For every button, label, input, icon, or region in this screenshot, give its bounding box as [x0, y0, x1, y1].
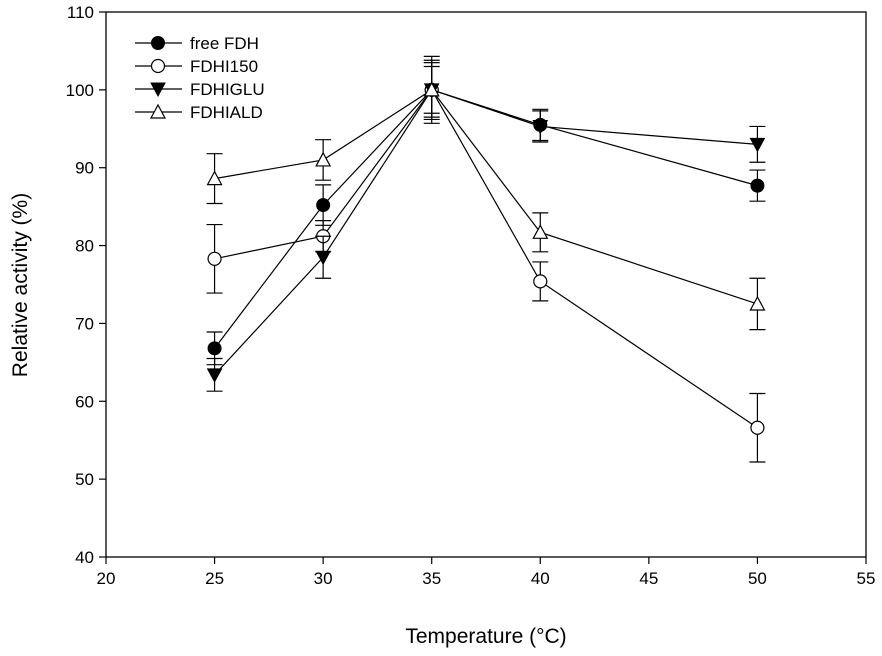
data-point — [206, 170, 223, 186]
legend-item: FDHI150 — [135, 57, 258, 76]
x-tick-label: 50 — [748, 569, 767, 588]
x-axis-title: Temperature (°C) — [405, 625, 566, 648]
y-tick-label: 90 — [75, 159, 94, 178]
data-point — [207, 341, 222, 356]
legend-item: FDHIALD — [135, 103, 263, 122]
legend-marker — [149, 103, 167, 119]
legend-label: FDHIALD — [190, 103, 263, 122]
data-point — [750, 178, 765, 193]
data-point — [750, 420, 765, 435]
legend-item: free FDH — [135, 34, 259, 53]
y-tick-label: 70 — [75, 314, 94, 333]
data-point — [532, 224, 549, 239]
series-fdhi150 — [206, 62, 766, 463]
data-point — [315, 151, 332, 167]
data-point — [532, 119, 549, 135]
legend-marker — [150, 82, 166, 98]
x-tick-label: 20 — [97, 569, 116, 588]
data-point — [206, 368, 223, 383]
series-line — [214, 89, 758, 349]
y-tick-label: 40 — [75, 548, 94, 567]
series-free-fdh — [206, 55, 766, 366]
legend-label: FDHI150 — [190, 57, 258, 76]
x-tick-label: 35 — [422, 569, 441, 588]
data-point — [207, 251, 222, 266]
y-tick-label: 80 — [75, 237, 94, 256]
legend-marker — [151, 36, 165, 50]
data-point — [315, 250, 331, 266]
data-point — [423, 81, 440, 97]
series-line — [214, 89, 758, 376]
data-point — [316, 198, 331, 213]
y-tick-label: 50 — [75, 470, 94, 489]
data-point — [533, 274, 548, 289]
x-tick-label: 45 — [639, 569, 658, 588]
series-fdhiglu — [206, 65, 766, 392]
series-line — [214, 89, 758, 305]
legend-label: FDHIGLU — [190, 80, 265, 99]
data-point — [749, 137, 766, 153]
x-tick-label: 55 — [857, 569, 876, 588]
legend-marker — [150, 58, 166, 74]
y-tick-label: 60 — [75, 392, 94, 411]
y-axis-title: Relative activity (%) — [9, 193, 32, 377]
y-tick-label: 100 — [66, 81, 94, 100]
data-point — [749, 295, 766, 311]
series-fdhiald — [206, 59, 766, 331]
plot-frame — [105, 11, 867, 558]
x-tick-label: 40 — [531, 569, 550, 588]
legend-label: free FDH — [190, 34, 259, 53]
x-tick-label: 25 — [205, 569, 224, 588]
y-tick-label: 110 — [67, 3, 94, 22]
series-line — [214, 88, 758, 429]
x-tick-label: 30 — [314, 569, 333, 588]
legend-item: FDHIGLU — [135, 80, 265, 99]
